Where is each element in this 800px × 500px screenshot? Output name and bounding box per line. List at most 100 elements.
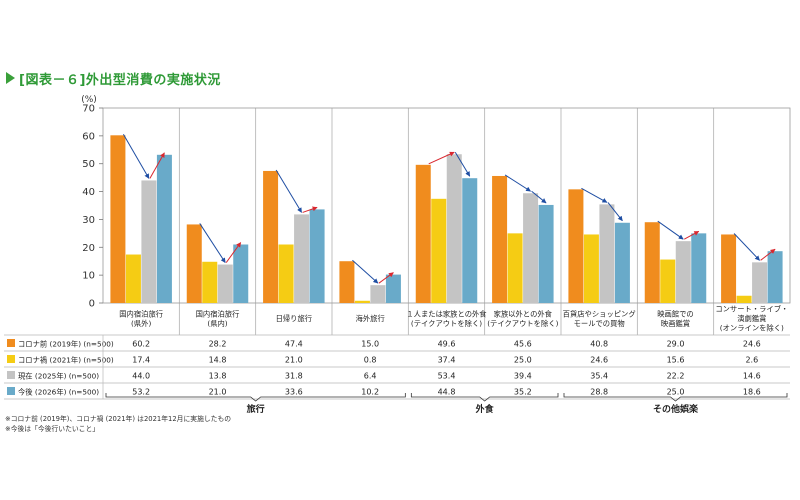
bar [660, 259, 676, 303]
data-label: 45.6 [514, 340, 532, 349]
category-label: モールでの買物 [574, 319, 625, 328]
data-label: 21.0 [285, 356, 303, 365]
bar [736, 295, 752, 303]
trend-arrow-up [428, 151, 455, 165]
trend-arrow-down [607, 202, 623, 222]
bar [583, 234, 599, 303]
bar [156, 154, 172, 303]
data-label: 35.2 [514, 388, 532, 397]
trend-arrow-up [684, 230, 700, 240]
trend-arrow-up [302, 206, 318, 213]
trend-arrow-down [122, 134, 150, 179]
legend-swatch [7, 371, 15, 379]
bar [599, 204, 615, 303]
bar [186, 224, 202, 303]
trend-arrow-down [581, 187, 608, 203]
trend-arrow-down [657, 220, 684, 240]
category-label: (県外) [131, 319, 151, 328]
bar [415, 164, 431, 303]
data-label: 40.8 [590, 340, 608, 349]
bar [431, 198, 447, 303]
bar [691, 233, 707, 303]
bar [538, 204, 554, 303]
bar [767, 251, 783, 303]
legend-swatch [7, 355, 15, 363]
bar [202, 261, 218, 303]
category-label: (テイクアウトを除く) [487, 319, 558, 328]
data-label: 35.4 [590, 372, 608, 381]
data-label: 13.8 [209, 372, 227, 381]
bar [263, 170, 279, 303]
data-label: 49.6 [438, 340, 456, 349]
data-label: 44.0 [132, 372, 150, 381]
y-tick-label: 60 [82, 131, 95, 142]
trend-arrow-up [760, 248, 776, 261]
data-label: 29.0 [667, 340, 685, 349]
data-label: 15.6 [667, 356, 685, 365]
trend-arrow-down [352, 259, 379, 284]
group-bracket [410, 393, 559, 402]
bar [675, 241, 691, 303]
bar [278, 244, 294, 303]
bar [568, 189, 584, 303]
legend-label: 現在 (2025年) (n=500) [18, 372, 99, 381]
category-label: 海外旅行 [356, 314, 385, 323]
bar [233, 244, 249, 303]
bar [446, 154, 462, 303]
y-tick-label: 50 [82, 159, 95, 170]
category-label: (県内) [207, 319, 227, 328]
data-label: 18.6 [743, 388, 761, 397]
data-label: 22.2 [667, 372, 685, 381]
bar [354, 300, 370, 303]
data-label: 44.8 [438, 388, 456, 397]
trend-arrow-down [531, 190, 547, 204]
trend-arrow-down [199, 223, 226, 263]
title-marker-icon [6, 72, 15, 84]
bar [125, 254, 141, 303]
data-label: 25.0 [667, 388, 685, 397]
legend-label: コロナ禍 (2021年) (n=500) [18, 356, 114, 365]
trend-arrow-up [225, 242, 242, 263]
data-label: 37.4 [438, 356, 456, 365]
bar [385, 274, 401, 303]
data-label: 28.2 [209, 340, 227, 349]
data-label: 14.6 [743, 372, 761, 381]
data-label: 53.4 [438, 372, 456, 381]
category-label: 家族以外との外食 [494, 309, 553, 318]
bar [492, 175, 508, 303]
category-label: 日帰り旅行 [276, 314, 312, 323]
data-label: 21.0 [209, 388, 227, 397]
y-tick-label: 70 [82, 104, 95, 115]
data-label: 6.4 [364, 372, 377, 381]
y-tick-label: 10 [82, 271, 95, 282]
group-bracket [105, 393, 406, 402]
bar [339, 261, 355, 303]
y-tick-label: 20 [82, 243, 95, 254]
trend-arrow-down [504, 174, 532, 192]
data-label: 15.0 [361, 340, 379, 349]
y-tick-label: 0 [89, 299, 95, 310]
y-tick-label: 30 [82, 215, 95, 226]
data-label: 60.2 [132, 340, 150, 349]
bar [752, 262, 768, 303]
bar [370, 285, 386, 303]
data-label: 39.4 [514, 372, 532, 381]
category-label: 映画館での [657, 309, 693, 318]
category-label: 国内宿泊旅行 [119, 309, 163, 318]
data-label: 28.8 [590, 388, 608, 397]
data-label: 33.6 [285, 388, 303, 397]
data-label: 53.2 [132, 388, 150, 397]
data-label: 47.4 [285, 340, 303, 349]
bar [110, 135, 126, 303]
data-label: 31.8 [285, 372, 303, 381]
footnote: ※コロナ前 (2019年)、コロナ禍 (2021年) は2021年12月に実施し… [5, 414, 231, 423]
trend-arrow-up [149, 152, 165, 179]
trend-arrow-up [378, 272, 394, 284]
bar [507, 233, 523, 303]
footnote: ※今後は「今後行いたいこと」 [5, 424, 99, 433]
category-label: コンサート・ライブ・ [715, 305, 788, 314]
data-label: 25.0 [514, 356, 532, 365]
legend-swatch [7, 339, 15, 347]
data-label: 2.6 [745, 356, 758, 365]
